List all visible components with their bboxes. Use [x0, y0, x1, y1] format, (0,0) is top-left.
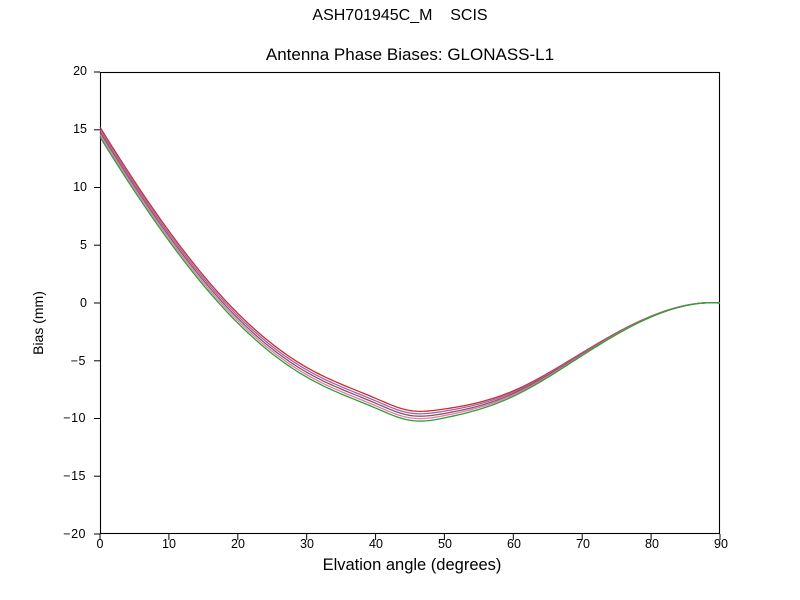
svg-text:Elvation angle (degrees): Elvation angle (degrees): [323, 556, 502, 574]
